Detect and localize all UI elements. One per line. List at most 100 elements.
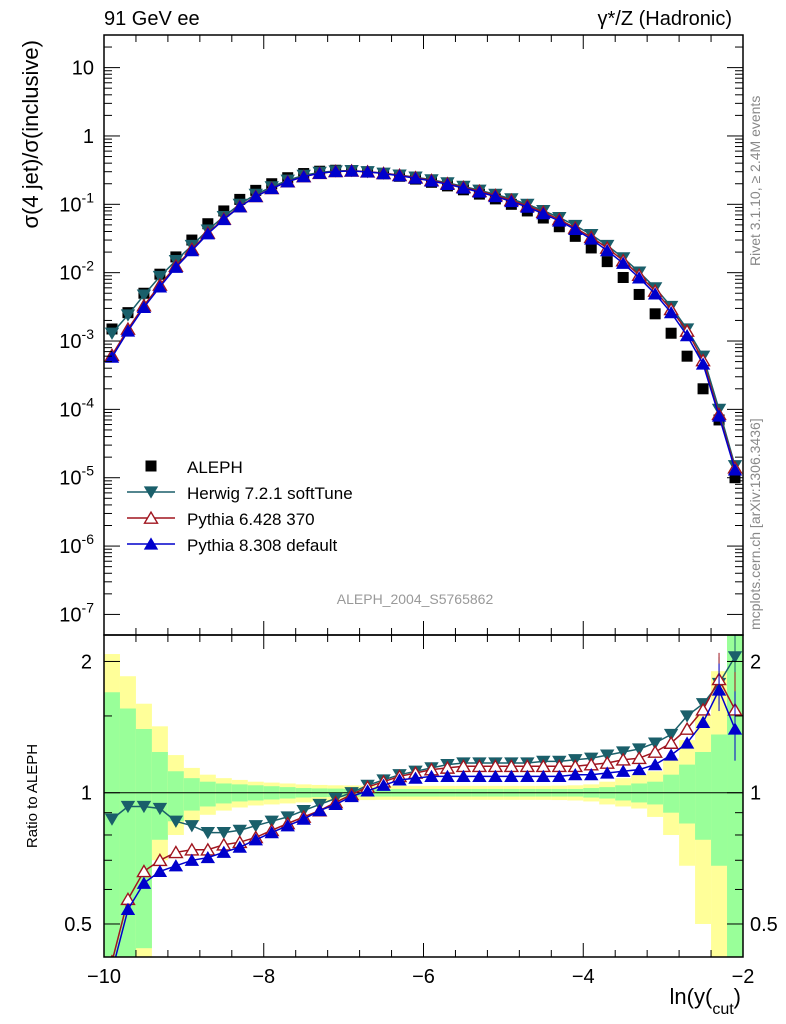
- data-point: [663, 748, 679, 761]
- data-point: [264, 815, 279, 828]
- data-point: [216, 845, 232, 858]
- data-point: [104, 813, 120, 826]
- data-point: [168, 845, 184, 859]
- series-line: [111, 170, 736, 471]
- data-point: [280, 819, 295, 832]
- data-point: [615, 256, 631, 269]
- data-point: [488, 769, 503, 783]
- data-point: [695, 702, 711, 716]
- data-point: [120, 324, 136, 337]
- data-point: [200, 850, 216, 864]
- series-line: [112, 677, 736, 957]
- data-point: [695, 357, 711, 370]
- legend-marker: [143, 537, 159, 550]
- data-point: [344, 164, 359, 177]
- ratio-y-tick-label: 2: [81, 651, 92, 673]
- data-point: [232, 200, 247, 213]
- data-point: [520, 769, 535, 783]
- y-tick-label: 10-5: [59, 463, 94, 490]
- data-point: [120, 902, 136, 916]
- inner-band-bin: [199, 781, 216, 807]
- inner-band-bin: [663, 774, 680, 813]
- legend-label: Pythia 6.428 370: [187, 510, 315, 529]
- inner-band-bin: [695, 751, 712, 840]
- data-point: [488, 189, 503, 203]
- data-point: [456, 181, 471, 194]
- data-point: [392, 773, 407, 786]
- data-point: [264, 181, 279, 195]
- data-point: [727, 463, 743, 476]
- data-point: [136, 876, 152, 889]
- data-point: [312, 166, 327, 179]
- x-tick-label: −6: [412, 966, 435, 988]
- ratio-error-bars: [718, 635, 736, 761]
- data-point: [120, 309, 136, 322]
- inner-band-bin: [679, 764, 696, 824]
- series-line: [111, 169, 736, 466]
- series-line: [111, 170, 736, 468]
- data-point: [665, 327, 677, 339]
- y-tick-label: 10-6: [59, 531, 94, 558]
- data-point: [615, 746, 631, 759]
- data-point: [328, 164, 343, 178]
- ratio-y-axis-title: Ratio to ALEPH: [24, 744, 41, 848]
- data-point: [617, 271, 629, 283]
- ratio-bands: [104, 635, 743, 957]
- x-tick-label: −4: [572, 966, 595, 988]
- data-point: [584, 232, 599, 245]
- data-point: [695, 715, 711, 728]
- main-y-axis-title: σ(4 jet)/σ(inclusive): [18, 40, 43, 229]
- inner-band-bin: [711, 734, 728, 866]
- header-right: γ*/Z (Hadronic): [597, 8, 732, 30]
- data-point: [647, 744, 663, 758]
- data-point: [264, 825, 279, 839]
- data-point: [631, 271, 647, 284]
- x-tick-label: −10: [87, 966, 121, 988]
- data-point: [585, 242, 597, 254]
- data-point: [168, 815, 184, 828]
- data-point: [328, 797, 343, 811]
- data-point: [392, 169, 407, 182]
- series-line: [111, 656, 736, 834]
- data-point: [296, 812, 311, 825]
- data-point: [104, 327, 120, 340]
- y-tick-label: 10-7: [59, 599, 94, 626]
- data-point: [184, 820, 200, 833]
- data-point: [456, 769, 471, 783]
- data-point: [615, 764, 631, 777]
- data-point: [136, 800, 152, 814]
- x-tick-label: −8: [252, 966, 275, 988]
- data-point: [248, 820, 263, 833]
- ratio-y-tick-label: 1: [81, 783, 92, 805]
- data-point: [649, 308, 661, 320]
- data-point: [681, 350, 693, 362]
- series-pythia-8-308-default: [104, 164, 743, 476]
- ratio-series: [104, 651, 743, 957]
- data-point: [136, 864, 152, 878]
- data-point: [312, 803, 327, 817]
- legend-marker: [145, 460, 157, 472]
- data-point: [679, 710, 695, 723]
- data-point: [679, 721, 695, 735]
- data-point: [504, 194, 519, 208]
- data-point: [568, 768, 583, 781]
- data-point: [152, 802, 168, 816]
- inner-band-bin: [151, 751, 168, 840]
- data-point: [248, 189, 263, 203]
- data-point: [376, 167, 391, 180]
- data-point: [360, 784, 375, 797]
- inner-band-bin: [119, 708, 136, 957]
- data-point: [631, 762, 647, 776]
- y-tick-label: 10-1: [59, 189, 94, 216]
- data-point: [296, 170, 311, 183]
- data-point: [184, 853, 200, 866]
- ticks: 10-7 10-6 10-5 10-4 10-3 10-2 10-1 1 10: [59, 34, 743, 957]
- legend-label: Herwig 7.2.1 softTune: [187, 484, 353, 503]
- data-point: [424, 769, 439, 783]
- data-point: [647, 737, 663, 750]
- ratio-y-tick-label-right: 0.5: [750, 914, 778, 936]
- series-line: [114, 688, 736, 957]
- series-pythia-6-428-370: [104, 163, 743, 474]
- data-point: [200, 227, 216, 240]
- data-point: [631, 743, 647, 756]
